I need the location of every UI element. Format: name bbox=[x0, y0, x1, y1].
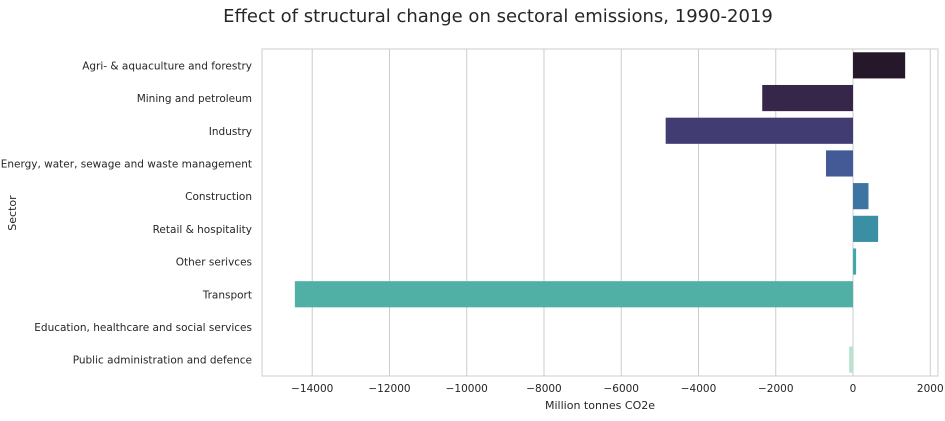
y-tick-label: Other serivces bbox=[176, 257, 252, 269]
bars bbox=[294, 52, 906, 373]
bar bbox=[853, 183, 869, 210]
bar bbox=[762, 84, 854, 112]
x-tick-label: −8000 bbox=[526, 383, 562, 395]
x-tick-label: −10000 bbox=[446, 383, 488, 395]
y-tick-label: Education, healthcare and social service… bbox=[34, 322, 252, 334]
y-tick-label: Agri- & aquaculture and forestry bbox=[82, 60, 252, 72]
y-tick-label: Construction bbox=[185, 191, 252, 203]
y-tick-label: Transport bbox=[202, 289, 252, 301]
plot-frame bbox=[261, 48, 939, 377]
bar bbox=[853, 248, 857, 275]
y-tick-label: Energy, water, sewage and waste manageme… bbox=[1, 158, 252, 170]
y-tick-label: Public administration and defence bbox=[73, 355, 252, 367]
x-tick-label: −2000 bbox=[758, 383, 794, 395]
x-tick-label: −12000 bbox=[368, 383, 410, 395]
bar bbox=[853, 215, 879, 242]
chart-title: Effect of structural change on sectoral … bbox=[223, 6, 773, 27]
x-tick-labels: −14000 −12000 −10000 −8000 −6000 −4000 −2000 0 2… bbox=[291, 383, 944, 395]
bar bbox=[294, 281, 854, 308]
y-axis-label: Sector bbox=[6, 195, 19, 231]
x-tick-label: −4000 bbox=[681, 383, 717, 395]
y-tick-labels: Agri- & aquaculture and forestry Mining a… bbox=[1, 60, 252, 366]
x-tick-label: 0 bbox=[850, 383, 857, 395]
bar bbox=[665, 117, 854, 144]
x-tick-label: −6000 bbox=[603, 383, 639, 395]
y-tick-label: Industry bbox=[209, 126, 252, 138]
x-axis-label: Million tonnes CO2e bbox=[545, 399, 655, 412]
x-tick-label: −14000 bbox=[291, 383, 333, 395]
bar bbox=[849, 346, 854, 373]
bar bbox=[853, 52, 906, 79]
y-tick-label: Retail & hospitality bbox=[153, 224, 252, 236]
x-tick-label: 2000 bbox=[917, 383, 944, 395]
bar bbox=[825, 150, 854, 177]
y-tick-label: Mining and petroleum bbox=[137, 93, 252, 105]
